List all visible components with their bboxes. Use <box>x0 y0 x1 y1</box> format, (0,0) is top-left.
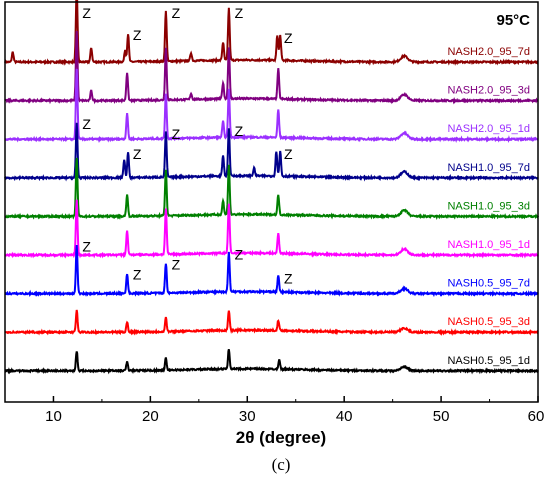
series-label: NASH0.5_95_1d <box>447 355 530 367</box>
peak-marker-z: Z <box>82 239 91 255</box>
peak-marker-z: Z <box>235 123 244 139</box>
x-axis-ticks: 10 20 30 40 50 60 <box>45 396 544 425</box>
series-label: NASH1.0_95_7d <box>447 162 530 174</box>
x-tick-label: 60 <box>528 408 545 425</box>
peak-marker-z: Z <box>133 146 142 162</box>
plot-frame <box>4 1 539 403</box>
peak-marker-z: Z <box>82 116 91 132</box>
series-label: NASH0.5_95_3d <box>447 316 530 328</box>
x-tick-label: 10 <box>45 408 62 425</box>
peak-marker-z: Z <box>82 5 91 21</box>
temperature-label: 95°C <box>496 12 530 29</box>
x-tick-label: 50 <box>433 408 450 425</box>
peak-marker-z: Z <box>235 5 244 21</box>
series-label: NASH2.0_95_1d <box>447 123 530 135</box>
peak-marker-layer: Z Z Z Z Z Z Z Z Z Z Z Z Z Z Z <box>82 5 293 287</box>
series-line-NASH2.0_95_3d <box>4 31 539 105</box>
series-line-NASH0.5_95_7d <box>4 244 539 298</box>
series-layer: NASH2.0_95_7d NASH2.0_95_3d NASH2.0_95_1d N… <box>4 0 539 375</box>
x-tick-label: 40 <box>336 408 353 425</box>
series-line-NASH2.0_95_7d <box>4 0 539 66</box>
peak-marker-z: Z <box>235 247 244 263</box>
peak-marker-z: Z <box>172 257 181 273</box>
series-label: NASH1.0_95_1d <box>447 239 530 251</box>
series-label: NASH0.5_95_7d <box>447 278 530 290</box>
x-axis-title: 2θ (degree) <box>236 428 326 447</box>
series-line-NASH1.0_95_1d <box>4 199 539 259</box>
series-line-NASH1.0_95_3d <box>4 157 539 220</box>
peak-marker-z: Z <box>172 126 181 142</box>
series-label: NASH2.0_95_3d <box>447 85 530 97</box>
x-tick-label: 20 <box>142 408 159 425</box>
series-label: NASH2.0_95_7d <box>447 46 530 58</box>
series-line-NASH2.0_95_1d <box>4 68 539 144</box>
series-label: NASH1.0_95_3d <box>447 200 530 212</box>
peak-marker-z: Z <box>284 271 293 287</box>
peak-marker-z: Z <box>284 146 293 162</box>
peak-marker-z: Z <box>284 30 293 46</box>
figure-caption: (c) <box>272 455 291 474</box>
series-line-NASH1.0_95_7d <box>4 122 539 182</box>
peak-marker-z: Z <box>172 5 181 21</box>
series-line-NASH0.5_95_3d <box>4 309 539 336</box>
peak-marker-z: Z <box>133 27 142 43</box>
peak-marker-z: Z <box>133 267 142 283</box>
series-line-NASH0.5_95_1d <box>4 349 539 375</box>
x-tick-label: 30 <box>239 408 256 425</box>
